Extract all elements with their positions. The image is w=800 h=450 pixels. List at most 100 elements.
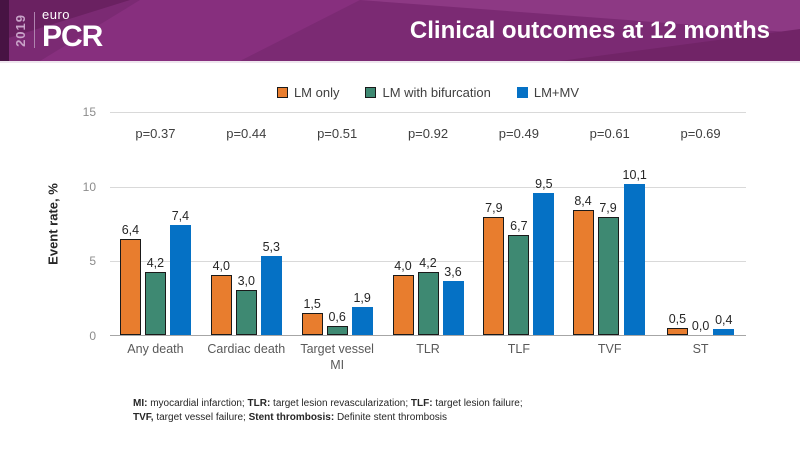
bar-value-label: 5,3: [262, 239, 280, 254]
bar: [235, 290, 257, 335]
bar-cell: 4,0: [392, 112, 414, 335]
bar: [442, 281, 464, 335]
footnote-segment: TLF:: [410, 398, 433, 409]
bar-value-label: 0,0: [691, 319, 710, 333]
p-value-label: p=0.92: [407, 126, 449, 141]
footnote-segment: target lesion revascularization;: [270, 398, 411, 409]
x-axis-label-text: TLF: [507, 342, 530, 356]
bar-group: 1,5 0,6 1,9: [292, 112, 383, 335]
p-value-label: p=0.51: [317, 126, 358, 141]
bar: [351, 306, 373, 335]
bar: [483, 217, 505, 335]
bar-cell: 7,9: [483, 112, 505, 335]
x-axis-label-text: TVF: [597, 342, 622, 356]
x-axis-label: TLF: [473, 342, 564, 373]
bar-value-label: 8,4: [574, 193, 592, 208]
bar-groups: 6,4 4,2 7,4 4,0 3,0 5,3 1,5 0,6 1,9 4,0 4,2 3,6 7,9 6…: [110, 112, 746, 335]
bar-cell: 4,0: [210, 112, 232, 335]
y-tick-label: 10: [82, 179, 96, 194]
bar-cell: 4,2: [144, 112, 166, 335]
bar-cell: 0,0: [692, 112, 709, 335]
bar-value-label: 3,0: [237, 274, 255, 289]
bar-value-label: 0,6: [328, 310, 346, 325]
bar-cell: 5,3: [260, 112, 282, 335]
legend-label: LM only: [293, 85, 340, 100]
x-axis-label-text: Any death: [127, 342, 184, 356]
bar-group: 7,9 6,7 9,5: [473, 112, 564, 335]
bar-value-label: 1,5: [303, 296, 321, 311]
gridline: [110, 261, 746, 263]
header-background-facets: [0, 0, 800, 61]
y-tick-label: 0: [89, 329, 96, 343]
bar: [417, 272, 439, 335]
legend-swatch: [276, 87, 288, 98]
bar-value-label: 7,9: [485, 201, 503, 216]
bar-cell: 7,4: [169, 112, 191, 335]
x-axis-label: TVF: [564, 342, 655, 373]
bar-value-label: 6,4: [121, 223, 140, 238]
bar: [597, 217, 619, 335]
p-value-row: p=0.37 p=0.44 p=0.51 p=0.92 p=0.49 p=0.61 p=0.…: [110, 126, 746, 141]
bar-value-label: 4,0: [212, 259, 230, 274]
bar: [666, 327, 688, 335]
footnote-line-2: TVF, target vessel failure; Stent thromb…: [133, 411, 523, 425]
footnote-segment: target lesion failure;: [432, 398, 523, 409]
bar: [144, 272, 166, 335]
x-axis-label-text: Cardiac death: [207, 342, 286, 356]
bar-value-label: 7,9: [599, 201, 617, 216]
legend-swatch: [516, 87, 528, 98]
bar-cell: 0,4: [713, 112, 735, 335]
bar: [169, 224, 191, 335]
bar: [210, 275, 232, 335]
bar-group: 8,4 7,9 10,1: [564, 112, 655, 335]
footnote-segment: MI:: [133, 398, 148, 409]
y-tick-label: 5: [89, 254, 96, 269]
x-axis-label-text: Target vessel MI: [300, 342, 374, 372]
x-axis-label-text: ST: [692, 342, 709, 356]
bar: [392, 275, 414, 335]
gridline: [110, 112, 746, 113]
footnote-segment: myocardial infarction;: [147, 398, 248, 409]
bar: [508, 234, 530, 335]
bar-cell: 0,5: [666, 112, 688, 335]
bar-value-label: 4,2: [146, 256, 165, 271]
legend-label: LM with bifurcation: [382, 85, 491, 100]
bar-cell: 0,6: [326, 112, 348, 335]
footnote-segment: Stent thrombosis:: [248, 412, 335, 423]
bar-value-label: 7,4: [171, 208, 190, 223]
plot-area: 6,4 4,2 7,4 4,0 3,0 5,3 1,5 0,6 1,9 4,0 4,2 3,6 7,9 6…: [110, 112, 746, 336]
bar-cell: 6,7: [508, 112, 530, 335]
x-axis-label: Any death: [110, 342, 201, 373]
bar: [572, 209, 594, 335]
p-value-label: p=0.49: [498, 126, 539, 141]
bar-cell: 3,0: [235, 112, 257, 335]
bar: [533, 193, 555, 335]
bar-value-label: 4,0: [394, 259, 412, 274]
bar-value-label: 0,4: [715, 313, 733, 328]
p-value-label: p=0.61: [589, 126, 630, 141]
p-value-label: p=0.69: [680, 126, 721, 141]
bar-value-label: 3,6: [444, 265, 462, 280]
y-tick-label: 15: [82, 105, 96, 119]
bar-cell: 8,4: [572, 112, 594, 335]
gridline: [110, 186, 746, 188]
bar: [713, 329, 735, 335]
x-axis-label: TLR: [383, 342, 474, 373]
logo-euro-text: euro: [42, 7, 71, 22]
bar-cell: 1,5: [301, 112, 323, 335]
footnote: MI: myocardial infarction; TLR: target l…: [133, 397, 523, 425]
y-axis-title: Event rate, %: [45, 183, 61, 265]
legend-label: LM+MV: [533, 85, 580, 100]
bar-group: 4,0 4,2 3,6: [383, 112, 474, 335]
footnote-segment: TVF,: [133, 412, 154, 423]
slide-header: 2019 euro PCR Clinical outcomes at 12 mo…: [0, 0, 800, 63]
bar-cell: 9,5: [533, 112, 555, 335]
bar-value-label: 9,5: [535, 177, 553, 192]
footnote-line-1: MI: myocardial infarction; TLR: target l…: [133, 397, 523, 411]
legend-swatch: [365, 87, 377, 98]
bar-cell: 3,6: [442, 112, 464, 335]
x-axis-label: Cardiac death: [201, 342, 292, 373]
bar-cell: 1,9: [351, 112, 373, 335]
bar-cell: 7,9: [597, 112, 619, 335]
bar-cell: 4,2: [417, 112, 439, 335]
